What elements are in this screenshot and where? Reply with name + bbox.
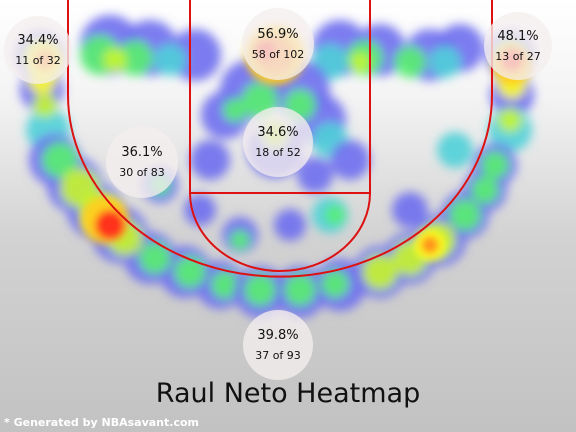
heat-blob-12 <box>394 46 426 78</box>
heat-blob-21 <box>33 93 57 117</box>
three-point-line <box>67 0 493 278</box>
heat-blob-71 <box>471 176 499 204</box>
heat-blob-67 <box>362 254 398 290</box>
zone-right-corner-three: 48.1% 13 of 27 <box>484 12 552 80</box>
heat-blob-78 <box>392 192 428 228</box>
zone-labels: 34.4% 11 of 32 56.9% 58 of 102 48.1% 13 of 27… <box>4 8 552 380</box>
zone-bubble <box>243 107 313 177</box>
hotspot-right-wing-three-1 <box>421 236 439 254</box>
heat-blob-13 <box>429 46 461 78</box>
heat-blob-53 <box>174 256 206 288</box>
heat-blob-79 <box>437 132 473 168</box>
zone-bubble <box>4 16 72 84</box>
heat-blob-58 <box>244 274 276 306</box>
heat-blob-39 <box>190 140 230 180</box>
heat-blob-70 <box>449 199 481 231</box>
zone-bubble <box>243 310 313 380</box>
heat-blob-77 <box>184 194 216 226</box>
zone-bubble <box>484 12 552 80</box>
heat-blob-36 <box>223 98 247 122</box>
zone-paint-midrange: 34.6% 18 of 52 <box>243 107 313 177</box>
zone-made-attempts: 18 of 52 <box>255 146 301 159</box>
lane-lines <box>189 0 371 194</box>
heat-blob-38 <box>330 140 370 180</box>
zone-percentage: 34.4% <box>17 33 58 48</box>
zone-restricted-area: 56.9% 58 of 102 <box>242 8 314 80</box>
zone-percentage: 56.9% <box>257 27 298 42</box>
zone-bubble <box>242 8 314 80</box>
chart-title: Raul Neto Heatmap <box>155 378 421 409</box>
zone-made-attempts: 11 of 32 <box>15 54 61 67</box>
heat-blob-54 <box>211 271 239 299</box>
zone-above-break-three: 39.8% 37 of 93 <box>243 310 313 380</box>
heat-blob-14 <box>103 48 127 72</box>
heat-blob-40 <box>297 157 333 193</box>
heat-blob-60 <box>321 270 349 298</box>
hotspot-left-wing-three-1 <box>95 210 125 240</box>
free-throw-arc <box>189 192 371 272</box>
heat-blob-15 <box>350 52 370 72</box>
heat-blob-52 <box>139 242 171 274</box>
heat-blob-59 <box>284 274 316 306</box>
heat-blob-8 <box>117 40 153 76</box>
heat-blob-81 <box>325 205 345 225</box>
heat-blob-72 <box>481 151 509 179</box>
zone-bubble <box>106 126 178 198</box>
heat-blob-27 <box>498 108 522 132</box>
heat-blob-80 <box>230 230 250 250</box>
zone-percentage: 36.1% <box>121 145 162 160</box>
zone-left-corner-three: 34.4% 11 of 32 <box>4 16 72 84</box>
zone-made-attempts: 13 of 27 <box>495 50 541 63</box>
zone-percentage: 39.8% <box>257 328 298 343</box>
zone-made-attempts: 37 of 93 <box>255 349 301 362</box>
zone-percentage: 34.6% <box>257 125 298 140</box>
zone-left-midrange: 36.1% 30 of 83 <box>106 126 178 198</box>
heat-blob-48 <box>42 142 78 178</box>
zone-made-attempts: 30 of 83 <box>119 166 165 179</box>
zone-percentage: 48.1% <box>497 29 538 44</box>
heat-blob-74 <box>274 209 306 241</box>
footer-credit: * Generated by NBAsavant.com <box>4 416 199 429</box>
heat-blob-9 <box>154 44 186 76</box>
court-lines <box>67 0 493 278</box>
zone-made-attempts: 58 of 102 <box>252 48 305 61</box>
